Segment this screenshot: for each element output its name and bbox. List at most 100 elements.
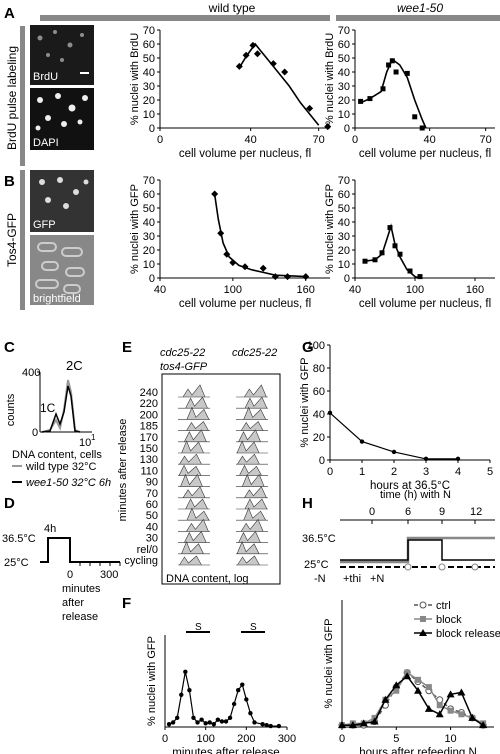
- y-axis-label: % nuclei with GFP: [299, 358, 311, 448]
- data-point: [268, 723, 273, 729]
- header-bar-wild-type: [40, 15, 330, 21]
- h-trace-block-release: [340, 539, 495, 561]
- y-axis-label: % nuclei with GFP: [146, 636, 158, 726]
- e-histogram: [236, 421, 268, 431]
- series-line: [360, 58, 427, 129]
- e-row-label: rel/0: [137, 544, 158, 556]
- y-tick-label: 20: [338, 95, 350, 107]
- y-tick-label: 30: [143, 81, 155, 93]
- series-line: [168, 671, 279, 727]
- h-minus-n: -N: [314, 573, 326, 585]
- e-histogram: [178, 429, 210, 443]
- header-wee1: wee1-50: [397, 1, 443, 15]
- data-point: [435, 710, 444, 718]
- data-point: [260, 722, 265, 727]
- h-thi: +thi: [343, 573, 361, 585]
- micrograph-dapi: DAPI: [30, 88, 94, 150]
- y-tick-label: 0: [149, 123, 155, 135]
- y-tick-label: 10: [143, 259, 155, 271]
- e-row-label: 90: [146, 477, 158, 489]
- d-xlabel-line1: minutes: [62, 583, 101, 595]
- data-point: [217, 229, 225, 237]
- y-tick-label: 20: [313, 432, 325, 444]
- h-trace-block: [340, 536, 495, 564]
- y-axis-label: % nuclei with GFP: [324, 184, 336, 274]
- h-marker-9: [438, 563, 446, 571]
- e-ylabel: minutes after release: [117, 419, 129, 522]
- c-label-2c: 2C: [66, 358, 83, 373]
- e-histogram: [178, 440, 210, 454]
- c-ytick-0: 0: [32, 427, 38, 439]
- d-label-25: 25°C: [4, 557, 29, 569]
- e-row-label: 185: [140, 421, 158, 433]
- row-label-brdu: BrdU pulse labeling: [5, 46, 19, 150]
- data-point: [407, 268, 413, 274]
- data-point: [166, 722, 172, 727]
- data-point: [381, 695, 390, 703]
- e-row-label: 240: [140, 387, 158, 399]
- panel-c-histogram: 400 0 counts 2C 1C 10 1 DNA content, cel…: [5, 358, 111, 489]
- data-point: [387, 225, 393, 231]
- c-legend-wild-type: wild type 32°C: [25, 461, 96, 473]
- h-label-25: 25°C: [304, 559, 329, 571]
- data-point: [404, 70, 410, 76]
- data-point: [281, 68, 289, 76]
- e-histogram: [236, 406, 268, 420]
- panel-letter-e: E: [122, 339, 132, 356]
- data-point: [468, 713, 477, 721]
- data-point: [179, 692, 184, 697]
- data-point: [392, 243, 398, 249]
- data-point: [372, 257, 378, 263]
- chart-b-wild-type: 0 10 20 30 40 50 60 70 40 100 160 cell volume per n…: [129, 175, 330, 310]
- x-tick-label: 2: [391, 466, 397, 478]
- y-tick-label: 50: [143, 53, 155, 65]
- chart-f: 0 100 200 300 minutes after release % nuclei …: [146, 635, 296, 754]
- header-bar-wee1: [336, 15, 500, 21]
- c-legend-wee1: wee1-50 32°C 6h: [26, 477, 111, 489]
- e-histogram: [236, 384, 268, 398]
- e-histogram: [236, 498, 268, 510]
- data-point: [191, 715, 196, 720]
- micro-label-brdu: BrdU: [33, 71, 58, 83]
- data-point: [271, 273, 279, 281]
- data-point: [327, 410, 333, 416]
- x-axis-label: hours after refeeding N: [359, 747, 477, 754]
- y-tick-label: 70: [143, 25, 155, 37]
- h-tick-9: 9: [439, 506, 445, 518]
- data-point: [391, 449, 397, 455]
- e-histogram: [236, 396, 268, 409]
- y-tick-label: 70: [338, 175, 350, 187]
- panel-letter-h: H: [302, 495, 313, 512]
- y-tick-label: 10: [338, 259, 350, 271]
- data-point: [187, 688, 192, 693]
- data-point: [306, 104, 314, 112]
- h-label-365: 36.5°C: [302, 533, 336, 545]
- micrograph-gfp: GFP: [30, 170, 94, 232]
- micro-label-dapi: DAPI: [33, 137, 59, 149]
- data-point: [423, 456, 429, 462]
- x-tick-label: 0: [339, 733, 345, 745]
- x-tick-label: 0: [162, 733, 168, 745]
- legend-label: block release: [436, 628, 500, 640]
- e-row-label: 60: [146, 499, 158, 511]
- data-point: [457, 688, 466, 696]
- x-tick-label: 100: [196, 733, 214, 745]
- legend-marker: [419, 629, 427, 636]
- data-point: [183, 669, 188, 674]
- e-histogram: [178, 518, 210, 532]
- e-row-label: 200: [140, 409, 158, 421]
- data-point: [240, 682, 245, 687]
- e-histogram: [236, 486, 268, 499]
- x-tick-label: 40: [154, 284, 166, 296]
- legend-marker: [419, 601, 427, 609]
- e-histogram: [236, 453, 268, 465]
- e-histogram: [178, 486, 210, 499]
- x-tick-label: 160: [297, 284, 315, 296]
- x-tick-label: 40: [245, 134, 257, 146]
- f-s-label-2: S: [250, 622, 257, 633]
- data-point: [447, 707, 454, 714]
- f-s-label-1: S: [195, 622, 202, 633]
- y-tick-label: 0: [344, 123, 350, 135]
- series-line-block-release: [342, 675, 484, 726]
